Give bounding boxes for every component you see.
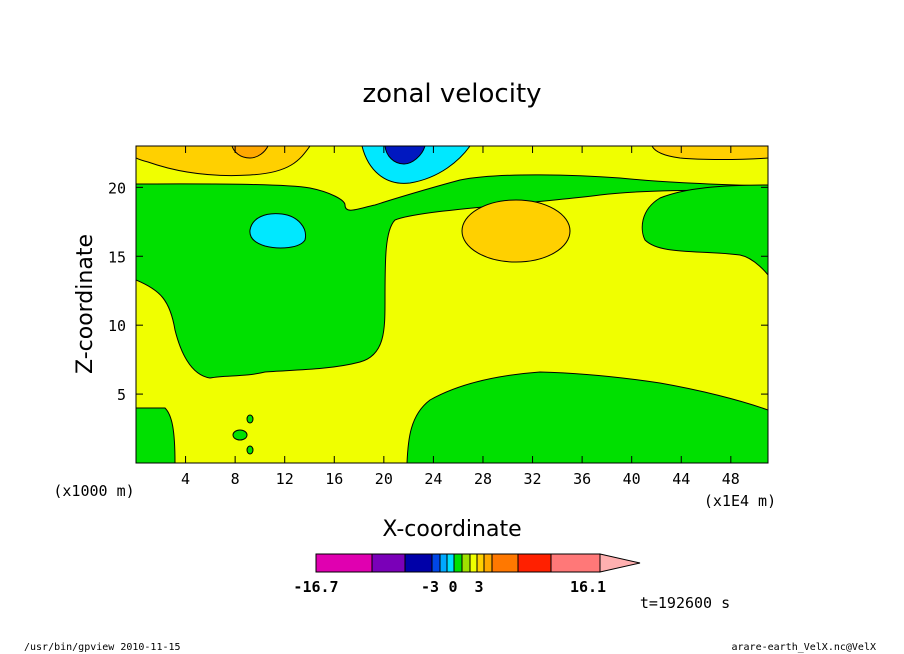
y-tick-label: 10 (108, 317, 126, 335)
contour-blue-top-center-core (384, 146, 426, 165)
colorbar-label: -16.7 (293, 578, 338, 596)
x-axis-label: X-coordinate (382, 517, 521, 542)
y-axis: 5 10 15 20 (108, 179, 768, 404)
plot-frame (135, 145, 769, 464)
colorbar-label: -3 (421, 578, 439, 596)
colorbar-extend-triangle (599, 553, 641, 573)
colorbar-bin (431, 553, 441, 573)
time-label: t=192600 s (640, 594, 730, 612)
contour-green-spot-2 (246, 414, 254, 424)
contour-green-spot-3 (246, 445, 254, 455)
contour-green-left-bottom (136, 407, 176, 463)
colorbar-label: 3 (474, 578, 483, 596)
colorbar-label: 16.1 (570, 578, 606, 596)
x-tick-label: 32 (524, 470, 542, 488)
contour-green-spot-1 (232, 429, 248, 441)
y-tick-label: 5 (117, 386, 126, 404)
plot-area (136, 146, 768, 463)
colorbar-bin (439, 553, 448, 573)
y-axis-label: Z-coordinate (73, 234, 98, 374)
footer-left: /usr/bin/gpview 2010-11-15 (24, 642, 181, 653)
contour-orange-upper-middle (461, 199, 571, 263)
colorbar-bin (483, 553, 493, 573)
colorbar-bin (517, 553, 552, 573)
colorbar-labels: -16.7 -3 0 3 16.1 (293, 578, 606, 596)
chart-title: zonal velocity (362, 79, 541, 109)
colorbar-bin (371, 553, 406, 573)
x-tick-label: 44 (672, 470, 690, 488)
x-tick-label: 16 (325, 470, 343, 488)
colorbar-bin (446, 553, 455, 573)
x-tick-label: 20 (375, 470, 393, 488)
x-tick-label: 4 (181, 470, 190, 488)
colorbar-bin (469, 553, 478, 573)
x-tick-label: 36 (573, 470, 591, 488)
y-tick-label: 15 (108, 248, 126, 266)
contour-green-right-upper (641, 184, 768, 276)
x-tick-label: 48 (722, 470, 740, 488)
y-unit-note: (x1000 m) (53, 482, 134, 500)
contour-green-right-lower (406, 371, 768, 463)
x-tick-label: 8 (231, 470, 240, 488)
x-tick-label: 28 (474, 470, 492, 488)
colorbar (315, 553, 641, 573)
colorbar-bin (315, 553, 373, 573)
colorbar-bin (404, 553, 433, 573)
contour-cyan-left-small (249, 213, 307, 249)
colorbar-bin (476, 553, 485, 573)
colorbar-label: 0 (448, 578, 457, 596)
footer-right: arare-earth_VelX.nc@VelX (732, 642, 877, 653)
y-tick-label: 20 (108, 179, 126, 197)
x-unit-note: (x1E4 m) (704, 492, 776, 510)
colorbar-bin (550, 553, 601, 573)
x-tick-label: 12 (276, 470, 294, 488)
x-axis: 4 8 12 16 20 24 28 32 36 40 44 48 (181, 146, 740, 488)
colorbar-bin (461, 553, 471, 573)
x-tick-label: 40 (623, 470, 641, 488)
colorbar-bin (453, 553, 463, 573)
contour-orange-top-left (136, 146, 311, 177)
colorbar-bin (491, 553, 519, 573)
x-tick-label: 24 (424, 470, 442, 488)
